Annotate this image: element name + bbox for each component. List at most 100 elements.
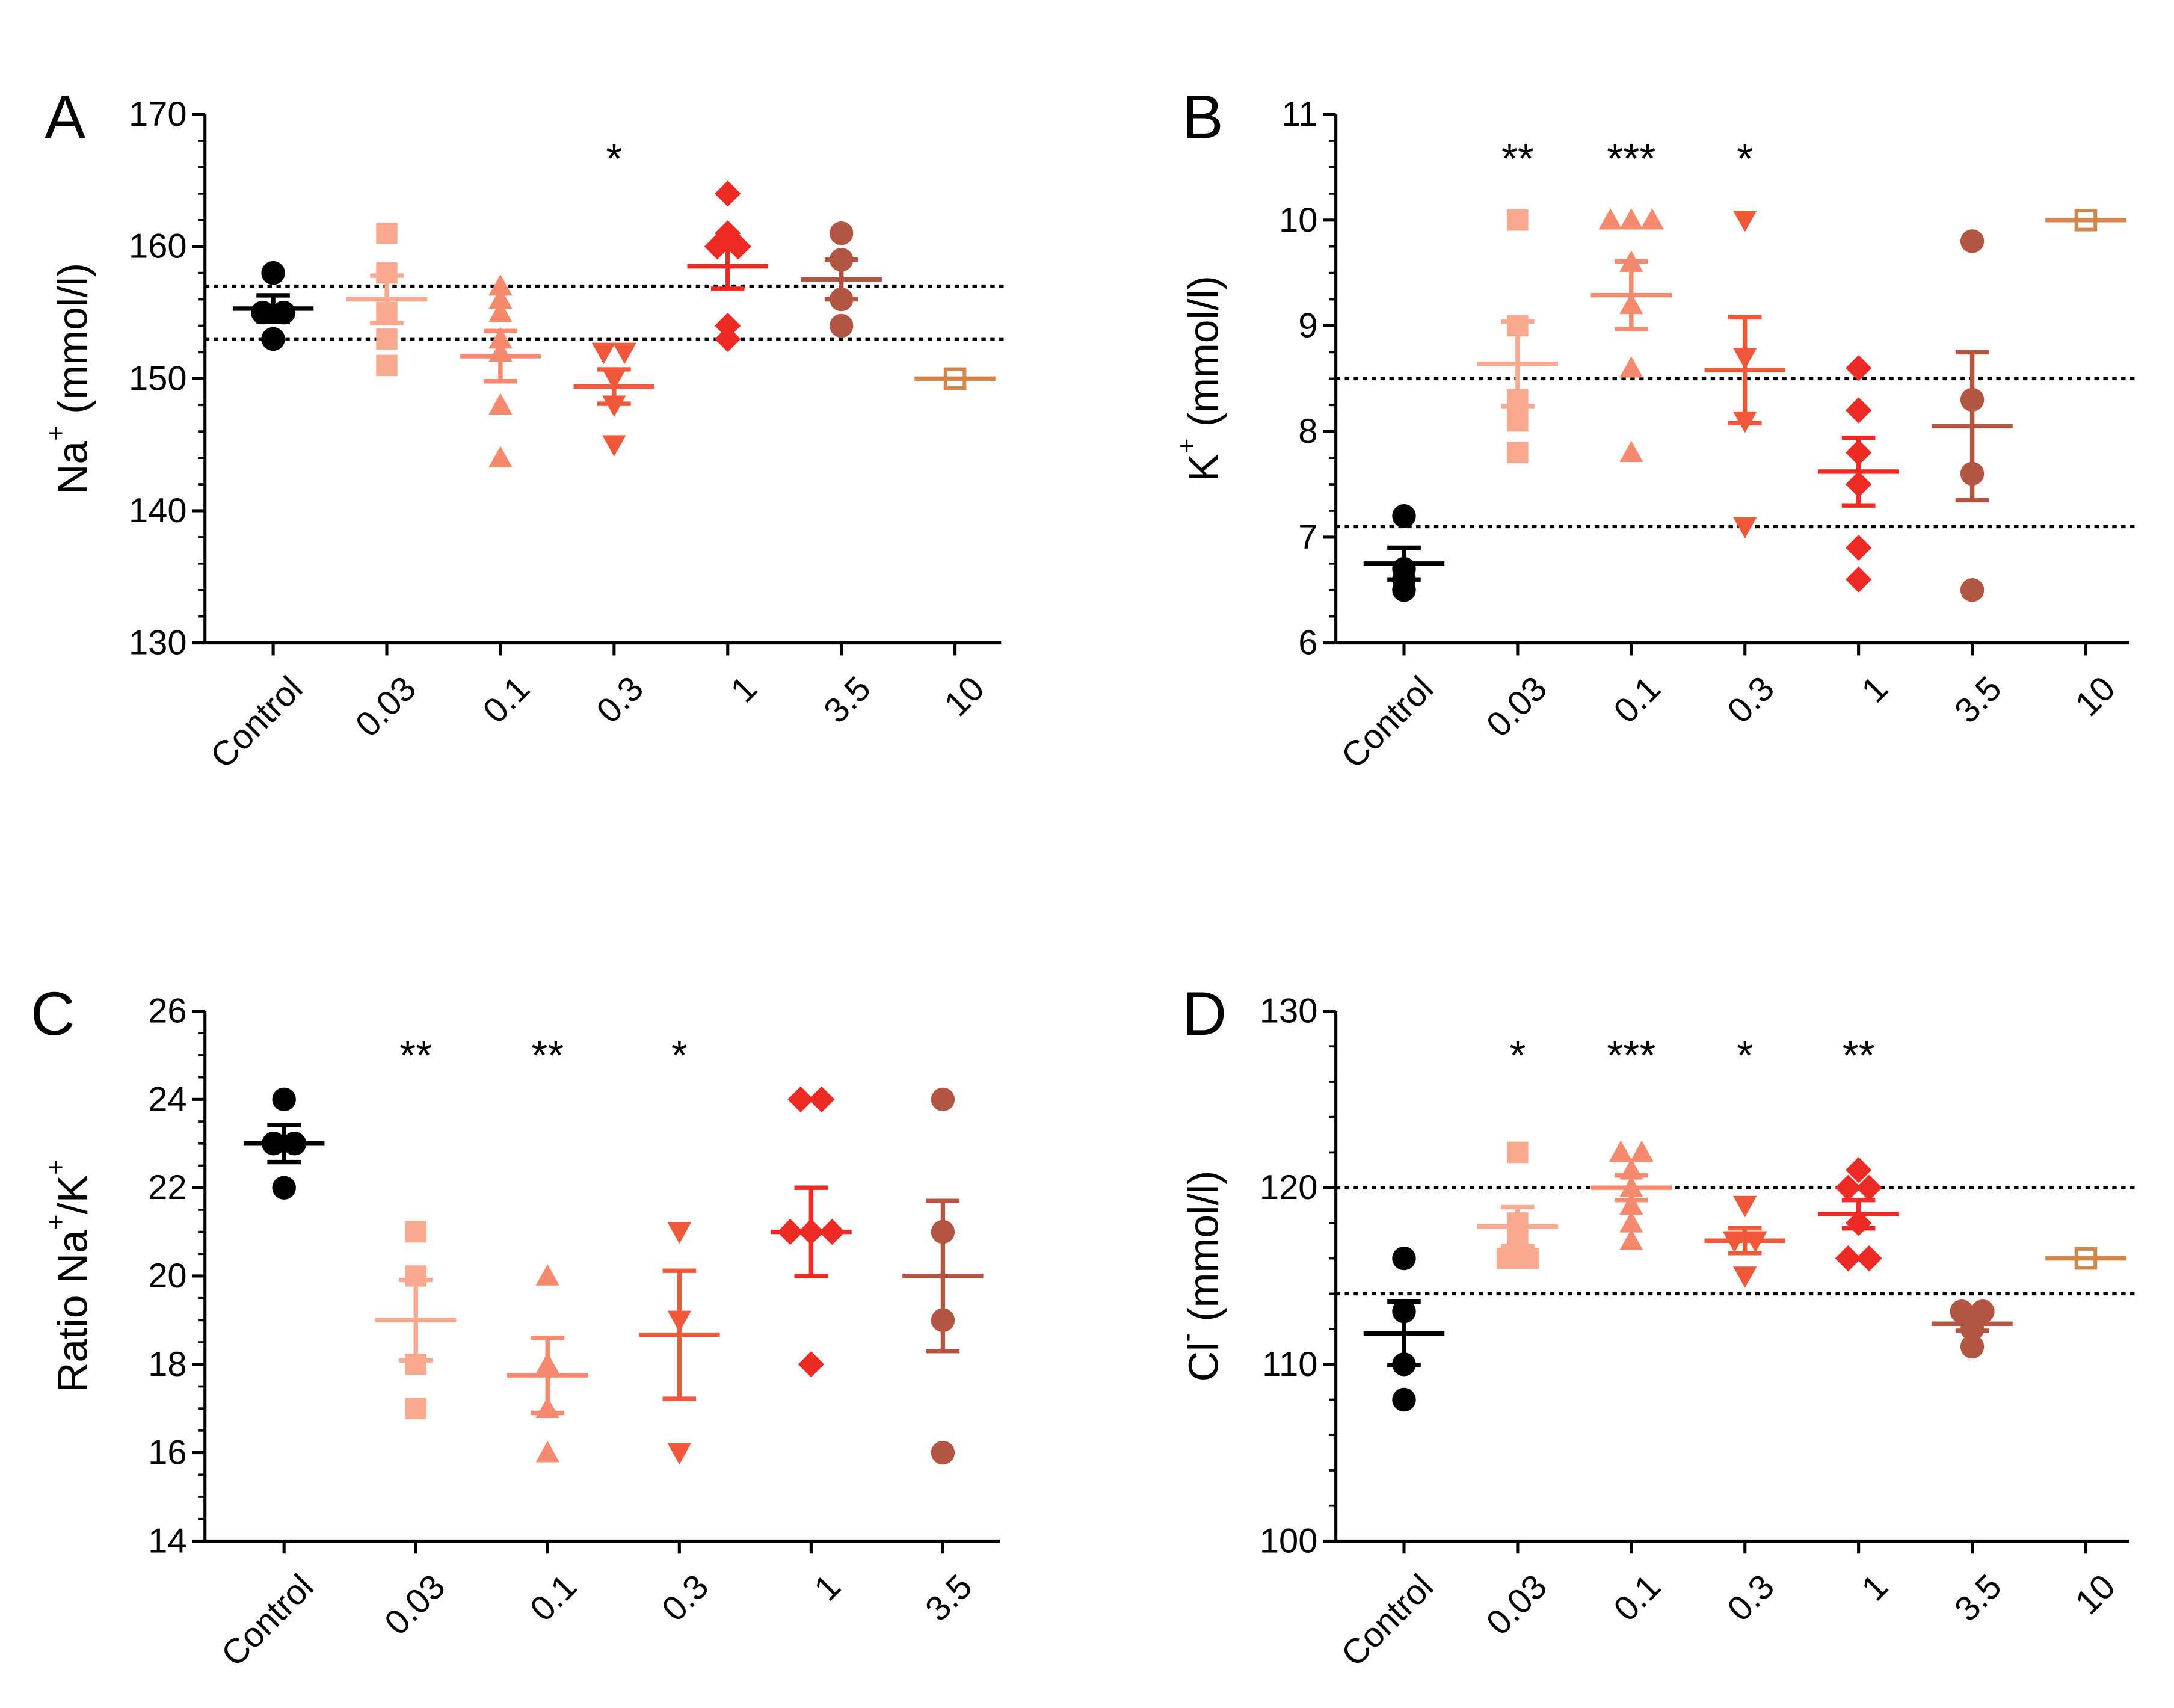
panel-b-point-0-1: [1640, 208, 1664, 230]
panel-c-significance-0-03: **: [399, 1032, 432, 1079]
panel-d-ytick-label-100: 100: [1260, 1521, 1318, 1560]
panel-c-point-0-1: [535, 1264, 559, 1286]
panel-b-significance-0-3: *: [1737, 135, 1753, 182]
panel-d-series-10: [2045, 1247, 2126, 1270]
panel-a-point-0-1: [488, 393, 513, 415]
panel-c-ytick-label-16: 16: [148, 1434, 186, 1472]
panel-d-point-0-03: [1517, 1247, 1539, 1269]
panel-b-point-0-03: [1507, 442, 1529, 464]
panel-d-series-1: **: [1818, 1032, 1899, 1272]
panel-a-point-0-3: [602, 435, 626, 457]
panel-d-ytick-label-110: 110: [1262, 1345, 1317, 1384]
panel-c-point-0-03: [405, 1221, 426, 1243]
panel-b-point-3-5: [1960, 229, 1985, 253]
panel-d-letter: D: [1183, 979, 1227, 1048]
panel-a-point-0-3: [602, 395, 626, 417]
panel-a-point-control: [261, 327, 285, 351]
panel-c-point-control: [272, 1176, 296, 1200]
panel-d-point-1: [1845, 1157, 1872, 1183]
panel-d-point-3-5: [1960, 1334, 1985, 1359]
panel-d-point-0-1: [1609, 1140, 1633, 1162]
panel-b-point-1: [1845, 397, 1872, 424]
panel-c-point-1: [787, 1086, 814, 1113]
panel-c-point-control: [272, 1087, 296, 1112]
panel-d-point-0-1: [1630, 1140, 1654, 1162]
panel-b-ytick-label-11: 11: [1281, 95, 1317, 134]
panel-c-series-0-3: *: [639, 1032, 720, 1465]
panel-a-ytick-label-160: 160: [129, 227, 187, 266]
panel-d-series-0-03: *: [1477, 1032, 1559, 1269]
panel-a-ytick-label-130: 130: [129, 624, 187, 662]
panel-a-ytick-label-140: 140: [129, 492, 187, 530]
panel-a-series-1: [687, 180, 768, 353]
panel-d-series-control: [1363, 1246, 1445, 1412]
panel-b-series-1: [1818, 355, 1899, 593]
panel-b-series-control: [1363, 504, 1445, 602]
panel-a-point-0-1: [488, 300, 513, 322]
panel-c-point-0-1: [535, 1440, 559, 1463]
panel-c-series-0-03: **: [375, 1032, 457, 1419]
panel-a-point-3-5: [829, 221, 854, 245]
panel-a-series-0-03: [346, 223, 428, 377]
panel-c-series-control: [243, 1087, 325, 1200]
panel-b-point-0-1: [1619, 440, 1643, 463]
panel-b-significance-0-1: ***: [1607, 135, 1655, 182]
panel-d-significance-0-3: *: [1737, 1032, 1753, 1079]
panel-a-point-0-1: [488, 446, 513, 467]
panel-a-y-label: Na+ (mmol/l): [41, 263, 96, 495]
panel-b-point-3-5: [1960, 578, 1985, 602]
panel-c-significance-0-3: *: [671, 1032, 688, 1079]
panel-d-point-1: [1856, 1174, 1882, 1201]
panel-c-series-1: [771, 1086, 852, 1378]
panel-d-series-0-3: *: [1704, 1032, 1785, 1288]
panel-d-point-1: [1856, 1245, 1882, 1272]
panel-b-point-1: [1845, 566, 1872, 593]
panel-a-letter: A: [45, 83, 85, 152]
panel-c-point-0-03: [405, 1398, 426, 1419]
panel-c-ytick-label-22: 22: [148, 1168, 186, 1207]
panel-a-point-0-03: [376, 354, 398, 377]
panel-b-point-control: [1392, 504, 1416, 528]
panel-a-point-0-3: [591, 342, 616, 365]
panel-a-ytick-label-150: 150: [129, 359, 187, 398]
panel-b-ytick-label-7: 7: [1298, 518, 1317, 556]
panel-c-point-3-5: [931, 1440, 955, 1465]
panel-d-series-3-5: [1932, 1299, 2013, 1359]
panel-a-ytick-label-170: 170: [129, 95, 187, 134]
panel-c-ytick-label-18: 18: [148, 1345, 186, 1384]
panel-d-significance-0-1: ***: [1607, 1032, 1655, 1079]
panel-b-significance-0-03: **: [1501, 135, 1534, 182]
panel-b-y-label: K+ (mmol/l): [1172, 276, 1227, 481]
panel-a-series-3-5: [801, 221, 882, 338]
panel-b-point-control: [1392, 578, 1416, 602]
panel-c-point-0-3: [667, 1443, 692, 1465]
panel-d-point-0-03: [1496, 1247, 1518, 1269]
panel-a-point-1: [715, 325, 741, 353]
panel-a-series-10: [914, 367, 996, 390]
panel-a-point-0-1: [488, 287, 513, 309]
panel-d-significance-1: **: [1843, 1032, 1875, 1079]
panel-d-series-0-1: ***: [1590, 1032, 1672, 1251]
panel-b-series-10: [2045, 209, 2126, 232]
panel-a-point-1: [725, 233, 751, 260]
panel-d-point-0-1: [1619, 1229, 1643, 1251]
panel-d-point-0-1: [1619, 1211, 1643, 1233]
panel-b-point-1: [1845, 534, 1872, 561]
panel-b-series-0-1: ***: [1590, 135, 1672, 463]
panel-d-point-0-3: [1733, 1266, 1757, 1288]
panel-b-series-0-3: *: [1704, 135, 1785, 539]
panel-c-ytick-label-26: 26: [148, 992, 186, 1031]
panel-a-point-0-03: [376, 223, 398, 244]
panel-d-point-control: [1392, 1246, 1416, 1271]
panel-d-significance-0-03: *: [1509, 1032, 1526, 1079]
panel-c-significance-0-1: **: [531, 1032, 564, 1079]
panel-b-ytick-label-8: 8: [1298, 412, 1317, 451]
panel-d-y-label: Cl- (mmol/l): [1172, 1171, 1227, 1382]
panel-b-point-0-3: [1733, 517, 1757, 539]
panel-b-point-1: [1845, 355, 1872, 381]
panel-c-point-1: [808, 1086, 835, 1113]
panel-d-ytick-label-120: 120: [1260, 1168, 1318, 1207]
panel-b-ytick-label-9: 9: [1298, 306, 1317, 345]
panel-b-ytick-label-10: 10: [1279, 201, 1317, 239]
